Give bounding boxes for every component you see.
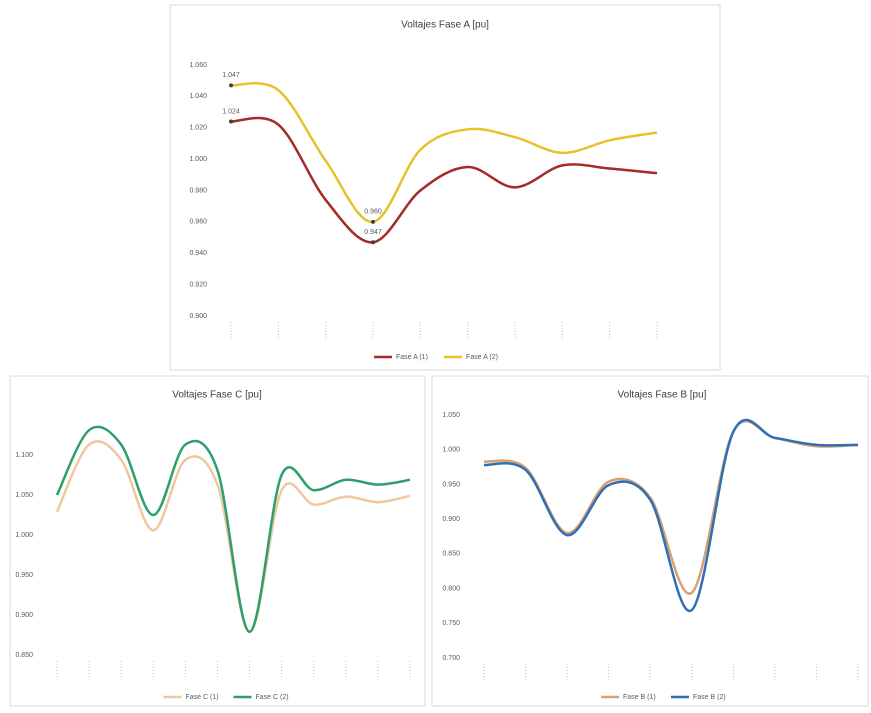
- data-label: 0.960: [364, 209, 382, 216]
- chart-title: Voltajes Fase A [pu]: [401, 20, 489, 31]
- y-tick-label: 0.950: [15, 572, 33, 579]
- data-point: [229, 119, 233, 124]
- chart-title: Voltajes Fase C [pu]: [172, 390, 262, 401]
- y-tick-label: 1.060: [189, 62, 207, 69]
- data-label: 1.024: [222, 108, 240, 115]
- y-tick-label: 0.850: [442, 551, 460, 558]
- y-tick-label: 0.900: [442, 516, 460, 523]
- y-tick-label: 0.850: [15, 652, 33, 659]
- series-line: [230, 82, 658, 224]
- y-tick-label: 1.040: [189, 93, 207, 100]
- legend-label: Fase C (2): [256, 694, 289, 701]
- y-tick-label: 0.700: [442, 655, 460, 662]
- chart-title: Voltajes Fase B [pu]: [618, 390, 707, 401]
- y-tick-label: 0.920: [189, 281, 207, 288]
- series-line: [483, 418, 859, 613]
- series-line: [230, 116, 658, 244]
- y-tick-label: 0.900: [15, 612, 33, 619]
- data-point: [371, 240, 375, 245]
- chart-frame: [9, 375, 426, 707]
- data-label: 1.047: [222, 72, 240, 79]
- y-tick-label: 1.000: [15, 532, 33, 539]
- series-line: [55, 425, 411, 634]
- legend-label: Fase B (2): [693, 694, 726, 701]
- y-tick-label: 1.020: [189, 125, 207, 132]
- y-tick-label: 0.960: [189, 219, 207, 226]
- y-tick-label: 0.900: [189, 313, 207, 320]
- y-tick-label: 0.750: [442, 620, 460, 627]
- y-tick-label: 0.800: [442, 585, 460, 592]
- data-label: 0.947: [364, 229, 382, 236]
- y-tick-label: 0.940: [189, 250, 207, 257]
- legend-label: Fase B (1): [623, 694, 656, 701]
- data-point: [229, 83, 233, 88]
- legend-label: Fase A (2): [466, 354, 498, 361]
- y-tick-label: 0.950: [442, 481, 460, 488]
- y-tick-label: 1.000: [189, 156, 207, 163]
- y-tick-label: 0.980: [189, 187, 207, 194]
- legend-label: Fase C (1): [186, 694, 219, 701]
- legend-label: Fase A (1): [396, 354, 428, 361]
- y-tick-label: 1.050: [15, 492, 33, 499]
- data-point: [371, 219, 375, 224]
- chart-frame: [169, 4, 721, 371]
- chart-frame: [431, 375, 869, 707]
- y-tick-label: 1.000: [442, 447, 460, 454]
- y-tick-label: 1.100: [15, 452, 33, 459]
- y-tick-label: 1.050: [442, 412, 460, 419]
